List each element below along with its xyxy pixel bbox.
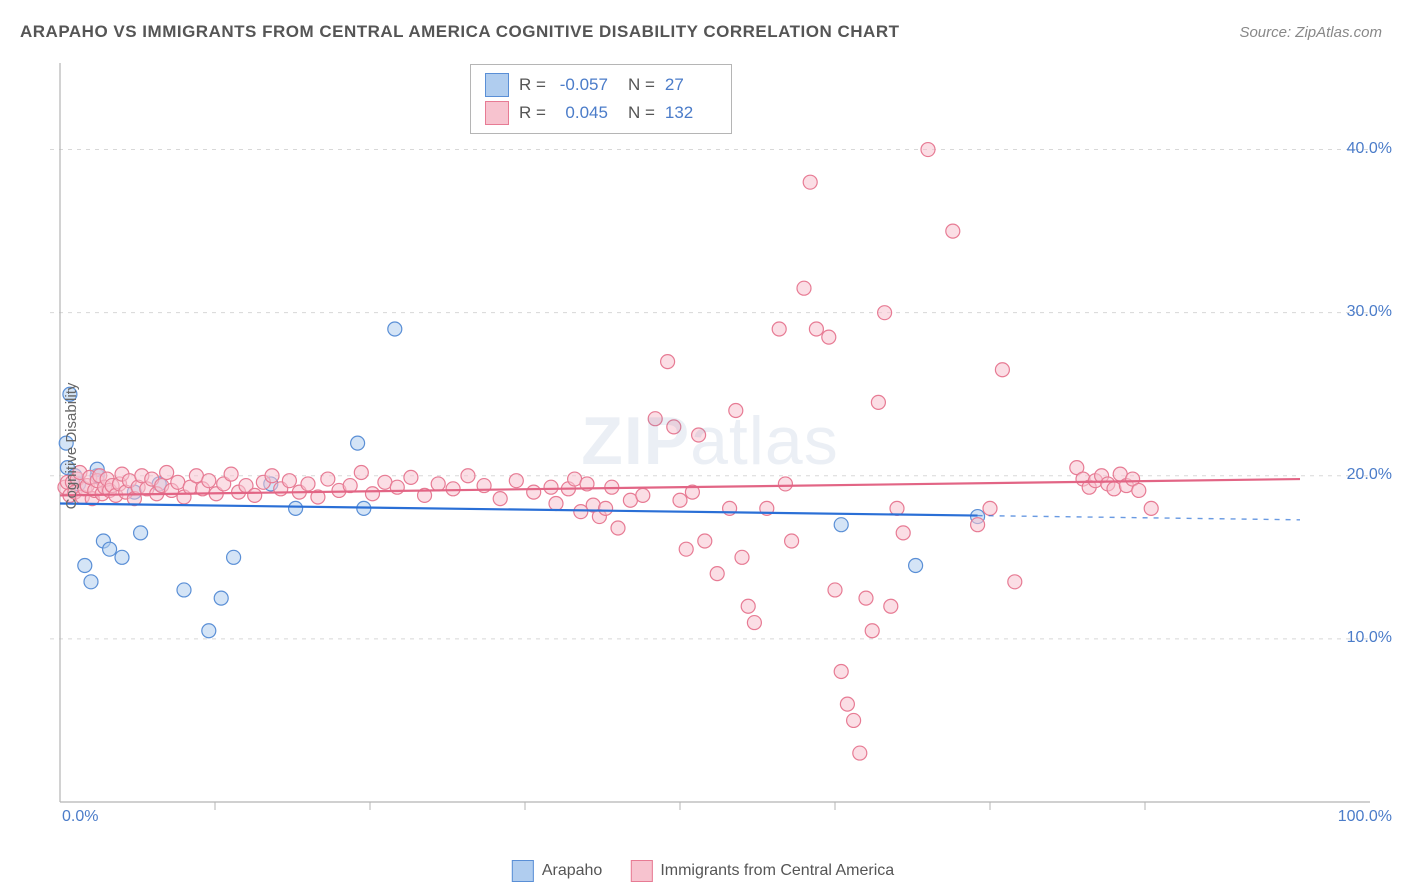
stats-n-value: 132 <box>665 103 717 123</box>
stats-r-value: 0.045 <box>556 103 608 123</box>
stats-r-label: R = <box>519 75 546 95</box>
stats-swatch <box>485 101 509 125</box>
plot-area: ZIPatlas R =-0.057N =27R =0.045N =132 <box>50 60 1370 830</box>
legend-swatch <box>512 860 534 882</box>
x-tick-label: 0.0% <box>62 808 98 826</box>
legend-item: Arapaho <box>512 860 603 882</box>
stats-r-label: R = <box>519 103 546 123</box>
y-tick-label: 40.0% <box>1347 140 1392 158</box>
legend-label: Immigrants from Central America <box>660 862 894 880</box>
stats-r-value: -0.057 <box>556 75 608 95</box>
y-tick-label: 10.0% <box>1347 629 1392 647</box>
stats-swatch <box>485 73 509 97</box>
legend-label: Arapaho <box>542 862 603 880</box>
y-axis-label: Cognitive Disability <box>63 383 80 510</box>
chart-title: ARAPAHO VS IMMIGRANTS FROM CENTRAL AMERI… <box>20 22 899 42</box>
stats-n-label: N = <box>628 75 655 95</box>
legend-item: Immigrants from Central America <box>630 860 894 882</box>
x-tick-label: 100.0% <box>1338 808 1392 826</box>
stats-n-label: N = <box>628 103 655 123</box>
stats-n-value: 27 <box>665 75 717 95</box>
y-tick-label: 30.0% <box>1347 303 1392 321</box>
scatter-chart-svg <box>50 60 1370 830</box>
stats-legend-box: R = -0.057 N = 27 R = 0.045 N = 132 <box>470 64 732 134</box>
y-tick-label: 20.0% <box>1347 466 1392 484</box>
stats-row: R = -0.057 N = 27 <box>485 71 717 99</box>
bottom-legend: Arapaho Immigrants from Central America <box>512 860 894 882</box>
stats-row: R = 0.045 N = 132 <box>485 99 717 127</box>
legend-swatch <box>630 860 652 882</box>
source-label: Source: ZipAtlas.com <box>1239 24 1382 41</box>
